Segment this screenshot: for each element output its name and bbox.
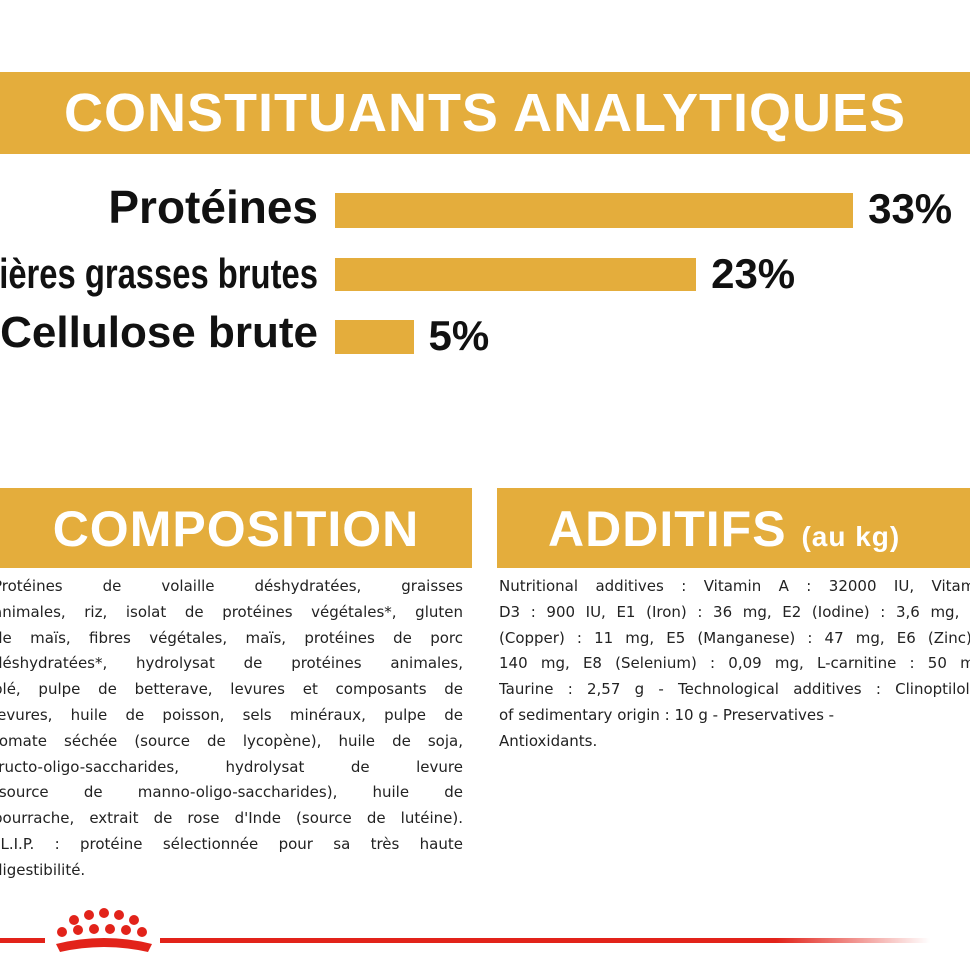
composition-line: déshydratées*, hydrolysat de protéines a… (0, 654, 463, 673)
additives-line: D3 : 900 IU, E1 (Iron) : 36 mg, E2 (Iodi… (499, 602, 970, 621)
value-label: 33% (868, 185, 953, 232)
header-band (0, 72, 970, 154)
composition-band (0, 488, 472, 568)
analytics-title: CONSTITUANTS ANALYTIQUES (63, 83, 907, 143)
bar (335, 320, 414, 354)
composition-line: tomate séchée (source de lycopène), huil… (0, 731, 463, 750)
category-label: Protéines (108, 181, 318, 233)
footer-line (160, 938, 930, 943)
category-label: Matières grasses brutes (0, 250, 318, 297)
composition-title: COMPOSITION (52, 501, 420, 557)
composition-line: *L.I.P. : protéine sélectionnée pour sa … (0, 835, 463, 853)
crown (56, 908, 152, 952)
additives-title-text: ADDITIFS (548, 501, 787, 557)
additives-band (497, 488, 970, 568)
composition-line: levures, huile de poisson, sels minéraux… (0, 706, 463, 724)
additives-unit: (au kg) (801, 521, 901, 552)
value-label: 23% (711, 250, 796, 297)
additives-line: Antioxidants. (499, 731, 598, 750)
bar (335, 258, 697, 291)
composition-line: bourrache, extrait de rose d'Inde (sourc… (0, 809, 463, 828)
additives-line: (Copper) : 11 mg, E5 (Manganese) : 47 mg… (499, 628, 970, 647)
additives-line: 140 mg, E8 (Selenium) : 0,09 mg, L-carni… (499, 654, 970, 673)
additives-title: ADDITIFS (au kg) (548, 500, 900, 558)
composition-line: fructo-oligo-saccharides, hydrolysat de … (0, 757, 463, 776)
category-label: Cellulose brute (0, 308, 318, 357)
additives-line: of sedimentary origin : 10 g - Preservat… (499, 706, 835, 724)
composition-line: Protéines de volaille déshydratées, grai… (0, 577, 463, 595)
additives-line: Taurine : 2,57 g - Technological additiv… (499, 680, 970, 699)
footer-logo (0, 908, 930, 952)
composition-line: de maïs, fibres végétales, maïs, protéin… (0, 628, 463, 647)
composition-line: (source de manno-oligo-saccharides), hui… (0, 783, 463, 802)
bar (335, 193, 854, 228)
composition-line: blé, pulpe de betterave, levures et comp… (0, 680, 463, 699)
additives-line: Nutritional additives : Vitamin A : 3200… (499, 577, 970, 595)
composition-line: animales, riz, isolat de protéines végét… (0, 602, 463, 621)
value-label: 5% (428, 312, 490, 359)
composition-line: digestibilité. (0, 860, 86, 879)
footer-line (0, 938, 45, 943)
